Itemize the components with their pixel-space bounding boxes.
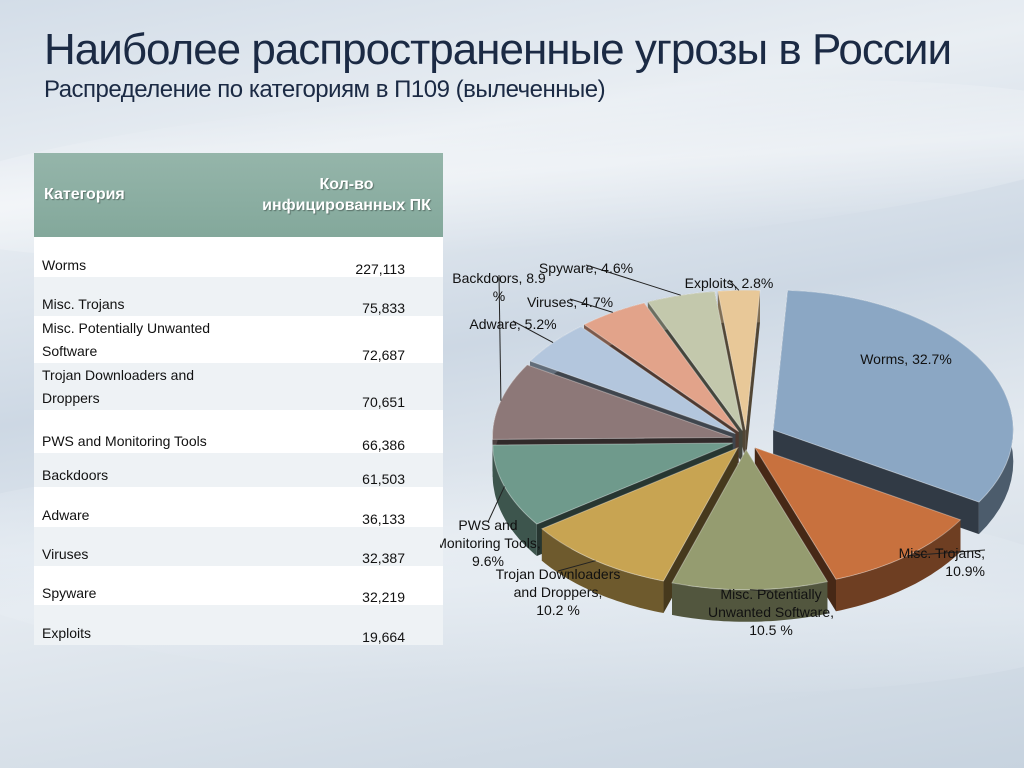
pie-slice-label: Backdoors, 8.9% <box>452 270 546 304</box>
pie-slice-label: PWS and Monitoring Tools, 9.6% <box>440 517 541 569</box>
label-leader-line <box>498 274 502 401</box>
pie-slice-side <box>492 445 537 556</box>
row-category: Backdoors <box>34 453 250 487</box>
row-count: 72,687 <box>250 316 443 363</box>
header-category: Категория <box>34 153 250 237</box>
threat-pie-chart: Worms, 32.7% Misc. Trojans, 10.9% Misc. Pot… <box>440 260 1014 638</box>
table-row: Trojan Downloaders and Droppers 70,651 <box>34 363 443 410</box>
row-category: Exploits <box>34 605 250 645</box>
pie-slice-label: Spyware, 4.6% <box>539 260 633 276</box>
pie-slice <box>540 446 739 582</box>
pie-slice <box>671 448 829 591</box>
row-category: Trojan Downloaders and Droppers <box>34 363 250 410</box>
label-leader-line <box>907 549 986 557</box>
row-category: PWS and Monitoring Tools <box>34 410 250 453</box>
label-leader-line <box>512 320 554 344</box>
pie-slice <box>772 289 1014 503</box>
label-leader-line <box>569 298 613 313</box>
row-count: 32,219 <box>250 566 443 605</box>
table-row: Adware 36,133 <box>34 487 443 527</box>
row-count: 36,133 <box>250 487 443 527</box>
row-category: Misc. Trojans <box>34 277 250 316</box>
label-leader-line <box>728 279 740 291</box>
pie-slice-label: Viruses, 4.7% <box>527 294 613 310</box>
pie-slice <box>491 364 733 440</box>
row-count: 32,387 <box>250 527 443 566</box>
row-category: Misc. Potentially Unwanted Software <box>34 316 250 363</box>
table-row: Backdoors 61,503 <box>34 453 443 487</box>
row-category: Viruses <box>34 527 250 566</box>
row-count: 70,651 <box>250 363 443 410</box>
table-row: Misc. Trojans 75,833 <box>34 277 443 316</box>
pie-slice <box>753 446 962 580</box>
row-category: Worms <box>34 237 250 277</box>
row-count: 61,503 <box>250 453 443 487</box>
table-row: Spyware 32,219 <box>34 566 443 605</box>
pie-slice-side <box>836 519 961 612</box>
row-count: 19,664 <box>250 605 443 645</box>
pie-slice-side <box>745 290 761 463</box>
label-leader-line <box>557 560 596 572</box>
pie-slice-side <box>773 429 979 535</box>
row-count: 75,833 <box>250 277 443 316</box>
pie-slice-side <box>672 581 828 622</box>
pie-slice <box>583 302 740 433</box>
table-row: Viruses 32,387 <box>34 527 443 566</box>
pie-slice-label: Exploits, 2.8% <box>685 275 774 291</box>
pie-slice-label: Misc. Trojans, 10.9% <box>899 545 985 579</box>
pie-slice-label: Misc. Potentially Unwanted Software, 10.5 … <box>708 586 834 638</box>
pie-slice-side <box>541 528 664 613</box>
header-count: Кол-во инфицированных ПК <box>250 153 443 237</box>
row-category: Spyware <box>34 566 250 605</box>
label-leader-line <box>585 264 681 296</box>
pie-slice-label: Worms, 32.7% <box>860 351 952 367</box>
slide-subtitle: Распределение по категориям в П109 (выле… <box>44 76 606 103</box>
table-row: PWS and Monitoring Tools 66,386 <box>34 410 443 453</box>
slide-title: Наиболее распространенные угрозы в Росси… <box>44 25 952 74</box>
table-row: Worms 227,113 <box>34 237 443 277</box>
pie-slice-label: Trojan Downloaders and Droppers, 10.2 % <box>496 566 621 618</box>
label-leader-line <box>749 589 772 592</box>
label-leader-line <box>487 486 505 523</box>
row-count: 227,113 <box>250 237 443 277</box>
table-row: Misc. Potentially Unwanted Software 72,68… <box>34 316 443 363</box>
table-header-row: Категория Кол-во инфицированных ПК <box>34 153 443 237</box>
row-count: 66,386 <box>250 410 443 453</box>
table-row: Exploits 19,664 <box>34 605 443 645</box>
threat-table: Категория Кол-во инфицированных ПК Worms… <box>34 153 443 645</box>
pie-slice-label: Adware, 5.2% <box>469 316 556 332</box>
row-category: Adware <box>34 487 250 527</box>
